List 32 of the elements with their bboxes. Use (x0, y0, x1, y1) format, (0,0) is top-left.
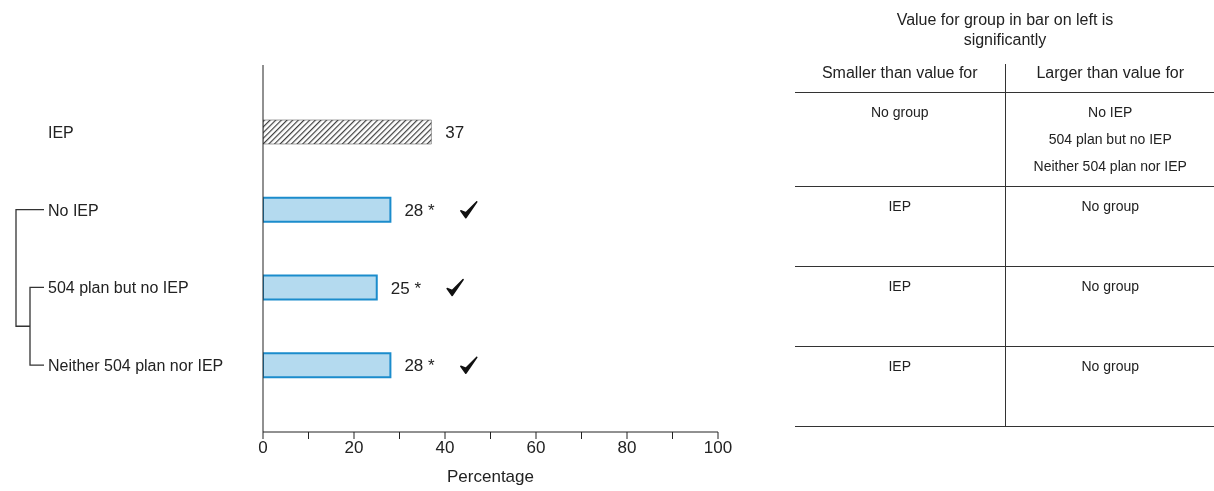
y-tick-label: No IEP (48, 201, 99, 219)
text: 504 plan but no IEP (1048, 131, 1172, 147)
data-label: 37 (445, 123, 465, 142)
bar (263, 352, 392, 379)
category-label: Smaller than value for (820, 64, 979, 83)
x-tick-label: 0 (258, 438, 268, 458)
category-label: Larger than value for (1005, 64, 1214, 93)
y-tick-label: Neither 504 plan nor IEP (48, 357, 224, 375)
text: IEP (888, 198, 912, 214)
text: Neither 504 plan nor IEP (1033, 158, 1187, 174)
text: No group (870, 104, 929, 120)
text: No IEP (1088, 104, 1133, 120)
x-axis-title: Percentage (447, 467, 534, 486)
bar (263, 274, 378, 301)
x-tick-label: 80 (617, 438, 637, 458)
x-tick-label: 100 (703, 438, 733, 458)
text: IEP (888, 278, 912, 294)
bar (263, 119, 432, 145)
text: No group (1081, 358, 1140, 374)
text: IEP (888, 358, 912, 374)
x-tick-label: 20 (344, 438, 364, 458)
data-label: 28 * (404, 356, 436, 376)
text: Value for group in bar on left is significantly (895, 10, 1115, 50)
text: No group (1081, 198, 1140, 214)
data-label: 25 * (390, 278, 422, 298)
data-label: 28 * (404, 200, 436, 220)
x-tick-label: 60 (526, 438, 546, 458)
y-tick-label: IEP (48, 123, 74, 141)
x-tick-label: 40 (435, 438, 455, 458)
text: No group (1081, 278, 1140, 294)
y-tick-label: 504 plan but no IEP (48, 279, 189, 297)
bar (263, 196, 392, 223)
